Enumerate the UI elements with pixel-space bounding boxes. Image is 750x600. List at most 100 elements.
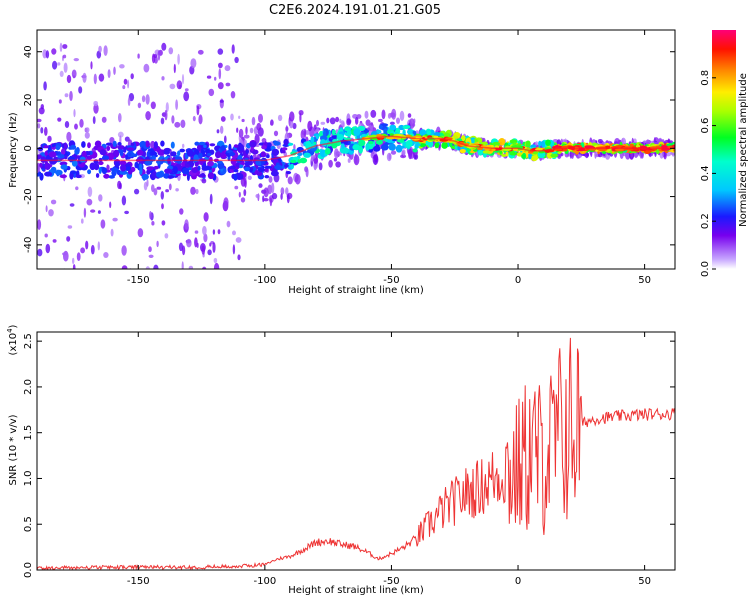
spectral-blob-weak: [217, 82, 224, 90]
spectral-blob: [103, 173, 110, 179]
spectral-blob-weak: [173, 63, 176, 74]
spectral-blob-weak: [365, 119, 371, 126]
spectral-blob-weak: [168, 47, 174, 55]
spectral-blob: [249, 141, 257, 147]
spectral-blob: [207, 161, 214, 167]
spectral-blob-weak: [93, 103, 99, 114]
spectral-blob: [229, 152, 236, 156]
spectral-blob-weak: [176, 80, 183, 90]
spectral-blob: [400, 145, 405, 149]
spectral-blob: [167, 175, 175, 179]
spectral-blob-weak: [335, 116, 340, 123]
spectral-blob-weak: [45, 205, 48, 213]
spectral-blob-weak: [289, 119, 294, 129]
spectral-blob-weak: [93, 73, 97, 85]
spectral-blob-weak: [180, 119, 186, 128]
spectral-blob-weak: [183, 91, 190, 102]
spectral-blob: [117, 142, 122, 146]
spectral-blob-weak: [145, 111, 151, 121]
spectral-blob-weak: [153, 264, 159, 269]
spectral-blob: [261, 145, 267, 150]
spectral-blob-weak: [71, 69, 77, 79]
spectral-blob-weak: [47, 135, 52, 143]
spectral-blob: [44, 160, 49, 168]
spectral-blob-weak: [59, 42, 63, 52]
spectral-blob: [116, 169, 122, 176]
spectral-blob-weak: [121, 195, 127, 206]
spectral-blob-weak: [224, 65, 231, 72]
spectrogram-marks: [37, 42, 675, 275]
spectral-blob: [127, 147, 135, 151]
spectral-blob-weak: [387, 113, 392, 119]
spectral-blob-weak: [38, 270, 41, 275]
spectral-blob: [229, 168, 235, 173]
spectral-blob-weak: [249, 127, 254, 134]
colorbar-tick-label: 0.2: [700, 213, 711, 229]
spectral-blob: [331, 135, 338, 139]
spectral-blob-weak: [148, 254, 154, 258]
spectral-blob-weak: [123, 78, 128, 85]
x-tick-label: -150: [127, 576, 150, 587]
spectral-blob: [297, 152, 303, 156]
spectral-blob: [324, 148, 331, 155]
spectral-blob: [216, 160, 223, 164]
spectral-blob: [163, 149, 170, 155]
spectral-blob: [51, 143, 55, 148]
spectral-blob: [146, 169, 151, 175]
spectral-blob: [492, 141, 500, 146]
spectral-blob-weak: [153, 188, 158, 196]
spectral-blob-weak: [141, 95, 146, 103]
spectral-blob: [256, 171, 263, 177]
spectral-blob-weak: [399, 110, 405, 121]
spectrogram-y-label: Frequency (Hz): [8, 112, 19, 188]
spectral-blob: [260, 151, 266, 158]
spectral-blob-weak: [209, 193, 213, 205]
spectral-blob: [412, 148, 418, 153]
spectral-blob-weak: [197, 49, 204, 55]
spectral-blob-weak: [90, 244, 95, 255]
spectral-blob-weak: [245, 126, 248, 135]
spectral-blob-weak: [150, 101, 156, 110]
spectral-blob-weak: [402, 149, 406, 156]
spectral-blob: [194, 161, 199, 167]
spectrogram-panel: -150 -100 -50 0 50 -40 -20 0 20 40 Height of stra…: [8, 29, 676, 296]
x-tick-label: -50: [383, 275, 399, 286]
spectral-blob: [310, 136, 315, 144]
spectral-blob-weak: [190, 186, 196, 195]
spectral-blob: [285, 171, 292, 175]
spectral-blob-weak: [45, 50, 50, 59]
spectral-core: [555, 145, 559, 149]
spectral-blob-weak: [277, 114, 283, 122]
spectral-blob-weak: [171, 115, 175, 124]
spectral-blob-weak: [234, 56, 239, 64]
spectral-blob: [290, 159, 297, 164]
snr-x-label: Height of straight line (km): [288, 585, 424, 596]
spectral-blob-weak: [37, 118, 42, 123]
spectral-blob-weak: [179, 208, 184, 215]
spectral-blob-weak: [69, 203, 75, 207]
spectral-blob: [170, 141, 175, 149]
spectral-blob-weak: [346, 118, 351, 126]
spectral-blob-weak: [81, 218, 84, 224]
spectral-blob-weak: [174, 121, 181, 128]
spectral-blob: [98, 166, 102, 174]
spectral-blob: [287, 142, 294, 146]
spectral-blob-weak: [127, 79, 130, 89]
spectral-blob: [402, 125, 411, 130]
spectral-blob: [501, 154, 507, 157]
spectral-blob: [141, 173, 149, 180]
spectral-blob: [145, 140, 150, 148]
spectral-blob-weak: [355, 117, 359, 125]
spectral-blob: [177, 150, 181, 157]
spectral-blob-weak: [258, 183, 263, 188]
spectral-blob-weak: [186, 238, 192, 248]
spectral-blob: [157, 160, 161, 165]
spectral-blob: [284, 164, 289, 168]
spectral-blob-weak: [220, 116, 226, 122]
snr-line: [37, 337, 675, 570]
spectral-blob: [139, 163, 143, 170]
spectral-blob: [373, 145, 381, 152]
spectral-blob-weak: [37, 248, 43, 257]
spectral-blob-weak: [280, 187, 285, 195]
spectral-blob-weak: [124, 136, 130, 142]
